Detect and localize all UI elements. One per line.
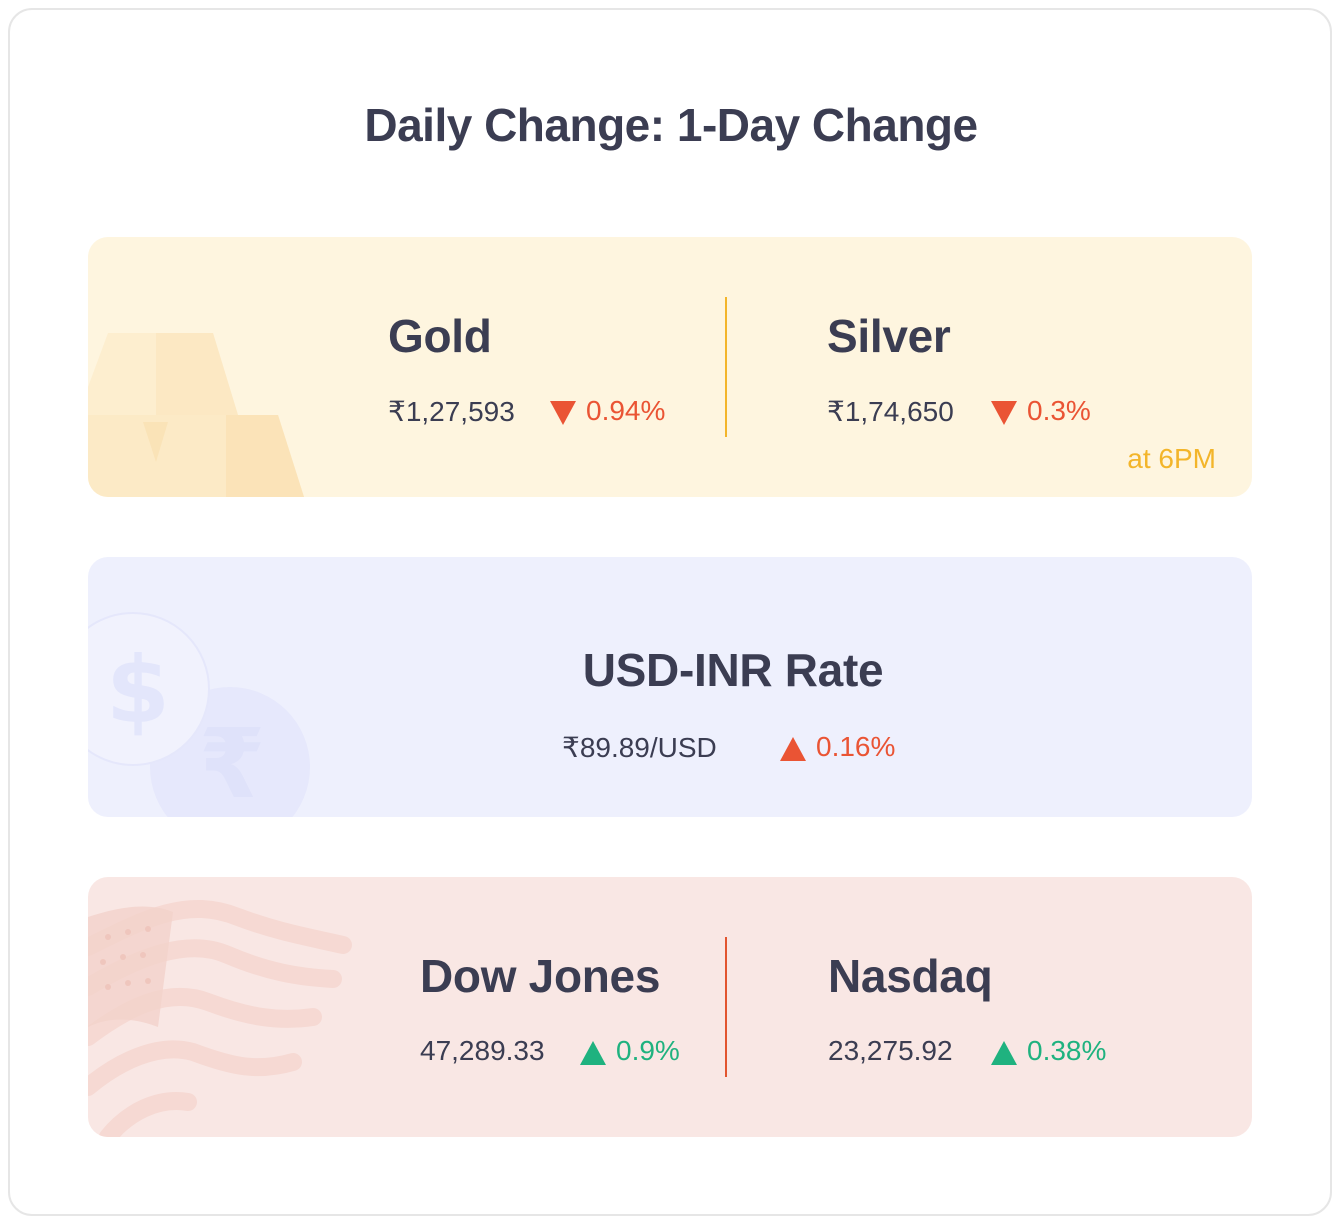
nasdaq-change: 0.38%: [991, 1035, 1106, 1067]
fx-card: ₹ $ USD-INR Rate ₹89.89/USD 0.16%: [88, 557, 1252, 817]
triangle-up-icon: [780, 736, 806, 761]
triangle-down-icon: [550, 400, 576, 425]
triangle-down-icon: [991, 400, 1017, 425]
silver-change: 0.3%: [991, 395, 1091, 427]
nasdaq-name: Nasdaq: [828, 950, 993, 1002]
time-note: at 6PM: [1127, 443, 1216, 474]
fx-name: USD-INR Rate: [582, 644, 884, 696]
silver-change-value: 0.3%: [1027, 395, 1091, 426]
triangle-up-icon: [580, 1040, 606, 1065]
currency-coins-icon: ₹ $: [88, 612, 310, 817]
us-flag-icon: [88, 900, 352, 1137]
nasdaq-change-value: 0.38%: [1027, 1035, 1107, 1066]
gold-change: 0.94%: [550, 395, 665, 427]
indices-divider: [725, 937, 727, 1077]
fx-change: 0.16%: [780, 731, 895, 763]
dow-price: 47,289.33: [420, 1035, 545, 1066]
metals-card: Gold ₹1,27,593 0.94% Silver ₹1,74,650 0.…: [88, 237, 1252, 497]
triangle-up-icon: [991, 1040, 1017, 1065]
svg-text:₹: ₹: [199, 708, 266, 817]
page-title: Daily Change: 1-Day Change: [364, 99, 978, 151]
fx-price: ₹89.89/USD: [562, 732, 717, 763]
svg-text:$: $: [106, 637, 170, 744]
metals-divider: [725, 297, 727, 437]
nasdaq-price: 23,275.92: [828, 1035, 953, 1066]
indices-card: Dow Jones 47,289.33 0.9% Nasdaq 23,275.9…: [88, 877, 1252, 1137]
dow-change-value: 0.9%: [616, 1035, 680, 1066]
gold-bars-icon: [88, 333, 304, 497]
dow-change: 0.9%: [580, 1035, 680, 1067]
gold-name: Gold: [388, 310, 492, 362]
gold-change-value: 0.94%: [586, 395, 666, 426]
gold-price: ₹1,27,593: [388, 396, 515, 427]
silver-price: ₹1,74,650: [827, 396, 954, 427]
fx-change-value: 0.16%: [816, 731, 896, 762]
silver-name: Silver: [827, 310, 951, 362]
dow-name: Dow Jones: [420, 950, 661, 1002]
